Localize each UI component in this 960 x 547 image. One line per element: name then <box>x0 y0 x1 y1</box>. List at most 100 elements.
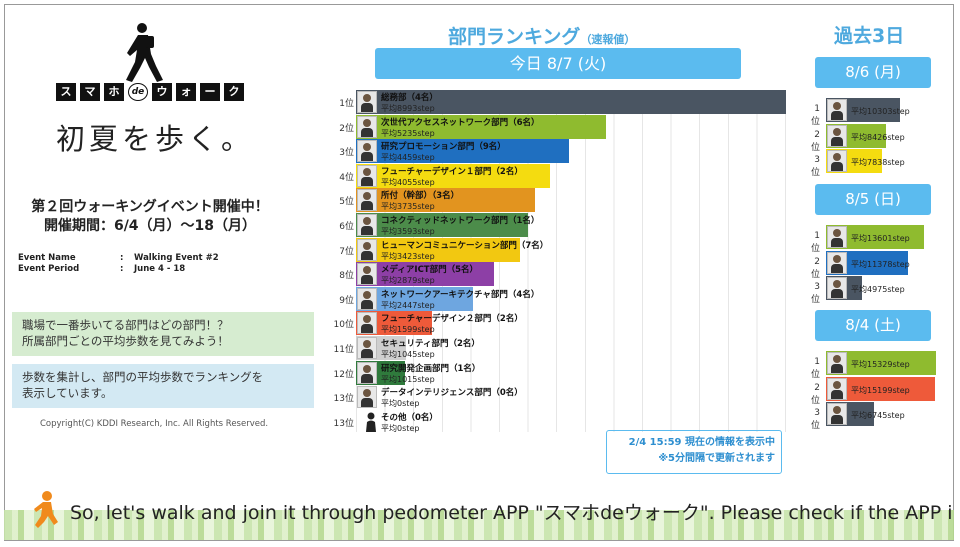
ranking-bar <box>356 139 569 164</box>
department-name: フューチャーデザイン２部門（2名） <box>381 314 523 325</box>
average-steps: 平均1599step <box>381 325 435 335</box>
department-avatar <box>357 115 377 138</box>
department-avatar <box>827 251 847 274</box>
average-steps: 平均3423step <box>381 251 435 261</box>
department-name: ネットワークアーキテクチャ部門（4名） <box>381 289 540 300</box>
event-title-line1: 第２回ウォーキングイベント開催中！ <box>31 199 269 215</box>
ranking-title: 部門ランキング（速報値） <box>448 22 635 49</box>
department-avatar <box>357 164 377 187</box>
department-avatar <box>357 238 377 261</box>
department-name: ヒューマンコミュニケーション部門（7名） <box>381 240 549 251</box>
department-avatar <box>357 91 377 113</box>
rank-label: 2位 <box>810 256 820 280</box>
department-avatar <box>357 140 377 163</box>
rank-label: 12位 <box>333 369 354 380</box>
department-name: フューチャーデザイン１部門（2名） <box>381 166 523 177</box>
ranking-title-suffix: （速報値） <box>580 33 636 46</box>
average-steps: 平均4975step <box>851 285 905 294</box>
average-steps: 平均6745step <box>851 411 905 420</box>
average-steps: 平均0step <box>381 399 420 409</box>
footer-ticker: So, let's walk and join it through pedom… <box>4 486 954 540</box>
event-name-label: Event Name <box>18 253 76 263</box>
department-avatar <box>827 403 847 425</box>
average-steps: 平均4459step <box>381 153 435 163</box>
rank-label: 3位 <box>810 282 820 305</box>
past-day-banner: 8/5 (日) <box>815 184 931 215</box>
ranking-bar <box>356 188 535 213</box>
ticker-message: So, let's walk and join it through pedom… <box>70 502 953 524</box>
rank-label: 3位 <box>810 408 820 431</box>
department-avatar <box>827 352 847 374</box>
rank-label: 9位 <box>339 295 354 306</box>
note-line: 表示しています。 <box>22 386 113 400</box>
department-name: 研究プロモーション部門（9名） <box>381 142 506 153</box>
department-avatar <box>357 287 377 310</box>
event-period-label: Event Period <box>18 264 80 274</box>
cityscape-decoration <box>4 510 954 540</box>
tagline: 初夏を歩く。 <box>56 122 255 156</box>
rank-label: 1位 <box>810 357 820 380</box>
ranking-bar <box>356 237 520 262</box>
average-steps: 平均8426step <box>851 132 905 142</box>
event-period-heading: 開催期間：6/4（月）～18（月） <box>43 218 257 234</box>
ranking-bar <box>356 262 494 287</box>
average-steps: 平均3735step <box>381 202 435 212</box>
department-name: その他（0名） <box>381 412 438 423</box>
average-steps: 平均7838step <box>851 158 905 167</box>
department-avatar <box>827 150 847 172</box>
update-info-line: 2/4 15:59 現在の情報を表示中 <box>628 437 775 448</box>
brand-char: ー <box>200 83 220 101</box>
update-info-box: 2/4 15:59 現在の情報を表示中 ※5分間隔で更新されます <box>606 430 782 474</box>
note-line: 歩数を集計し、部門の平均歩数でランキングを <box>22 370 264 384</box>
separator: : <box>120 253 124 263</box>
note-line: 職場で一番歩いてる部門はどの部門！？ <box>22 318 229 332</box>
average-steps: 平均11378step <box>851 259 910 269</box>
rank-label: 2位 <box>339 123 354 134</box>
ranking-title-text: 部門ランキング <box>448 26 581 48</box>
rank-label: 4位 <box>339 172 354 183</box>
brand-char: ウ <box>152 83 172 101</box>
department-avatar <box>827 277 847 299</box>
department-name: 研究開発企画部門（1名） <box>381 363 481 374</box>
copyright: Copyright(C) KDDI Research, Inc. All Rig… <box>40 419 269 429</box>
rank-label: 7位 <box>339 246 354 257</box>
rank-label: 8位 <box>339 271 354 282</box>
department-avatar <box>827 226 847 248</box>
average-steps: 平均10303step <box>851 107 910 116</box>
event-title: 第２回ウォーキングイベント開催中！ 開催期間：6/4（月）～18（月） <box>0 198 300 236</box>
department-name: 次世代アクセスネットワーク部門（6名） <box>381 117 540 128</box>
brand-char: ク <box>224 83 244 101</box>
department-avatar <box>357 189 377 212</box>
department-name: 総務部（4名） <box>381 93 438 103</box>
brand-char: ス <box>56 83 76 101</box>
brand-char: ホ <box>104 83 124 101</box>
department-avatar <box>827 124 847 147</box>
rank-label: 2位 <box>810 129 820 153</box>
rank-label: 1位 <box>339 99 354 109</box>
separator: : <box>120 264 124 274</box>
rank-label: 13位 <box>333 394 354 405</box>
explanation-note: 歩数を集計し、部門の平均歩数でランキングを 表示しています。 <box>12 364 314 408</box>
average-steps: 平均1045step <box>381 350 435 359</box>
event-name-value: Walking Event #2 <box>134 253 219 263</box>
brand-char: ォ <box>176 83 196 101</box>
rank-label: 13位 <box>333 418 354 429</box>
average-steps: 平均4055step <box>381 177 435 187</box>
department-name: セキュリティ部門（2名） <box>381 339 480 349</box>
rank-label: 1位 <box>810 104 820 127</box>
average-steps: 平均15329step <box>851 360 910 369</box>
note-line: 所属部門ごとの平均歩数を見てみよう！ <box>22 334 229 348</box>
average-steps: 平均13601step <box>851 234 910 243</box>
today-date-banner: 今日 8/7 (火) <box>375 48 741 79</box>
past-days-title: 過去3日 <box>834 25 905 47</box>
runner-icon <box>34 491 58 528</box>
department-avatar <box>357 214 377 236</box>
walking-person-logo <box>126 23 163 82</box>
department-avatar <box>357 337 377 359</box>
rank-label: 11位 <box>333 345 354 355</box>
average-steps: 平均1015step <box>381 374 435 384</box>
ranking-bar <box>356 163 550 188</box>
event-info: Event Name : Walking Event #2 Event Peri… <box>18 253 219 275</box>
department-name: メディアICT部門（5名） <box>381 265 479 276</box>
average-steps: 平均3593step <box>381 227 435 236</box>
